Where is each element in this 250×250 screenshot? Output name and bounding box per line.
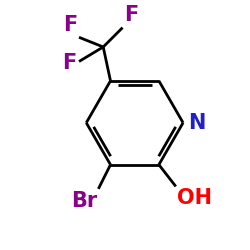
Text: OH: OH xyxy=(177,188,212,208)
Text: Br: Br xyxy=(71,191,97,211)
Text: F: F xyxy=(63,15,77,35)
Text: F: F xyxy=(62,53,76,73)
Text: N: N xyxy=(188,113,205,133)
Text: F: F xyxy=(124,5,138,25)
